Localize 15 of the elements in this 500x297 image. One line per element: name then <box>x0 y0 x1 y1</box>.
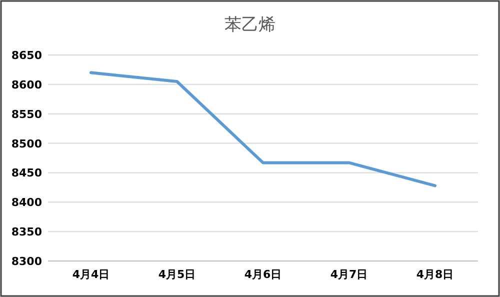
y-tick-label: 8550 <box>11 108 42 121</box>
y-tick-label: 8300 <box>11 255 42 268</box>
line-series <box>90 71 436 188</box>
x-tick-label: 4月5日 <box>158 268 196 281</box>
y-tick-label: 8450 <box>11 166 42 180</box>
y-tick-label: 8650 <box>11 49 42 62</box>
x-tick-label: 4月6日 <box>244 268 282 281</box>
x-tick-label: 4月4日 <box>72 268 110 281</box>
y-tick-label: 8600 <box>11 78 42 92</box>
y-tick-label: 8350 <box>11 226 42 239</box>
y-tick-label: 8500 <box>11 137 42 150</box>
y-tick-label: 8400 <box>11 196 42 210</box>
x-tick-label: 4月8日 <box>416 268 454 281</box>
chart-title: 苯乙烯 <box>224 15 276 35</box>
x-tick-label: 4月7日 <box>330 268 368 281</box>
